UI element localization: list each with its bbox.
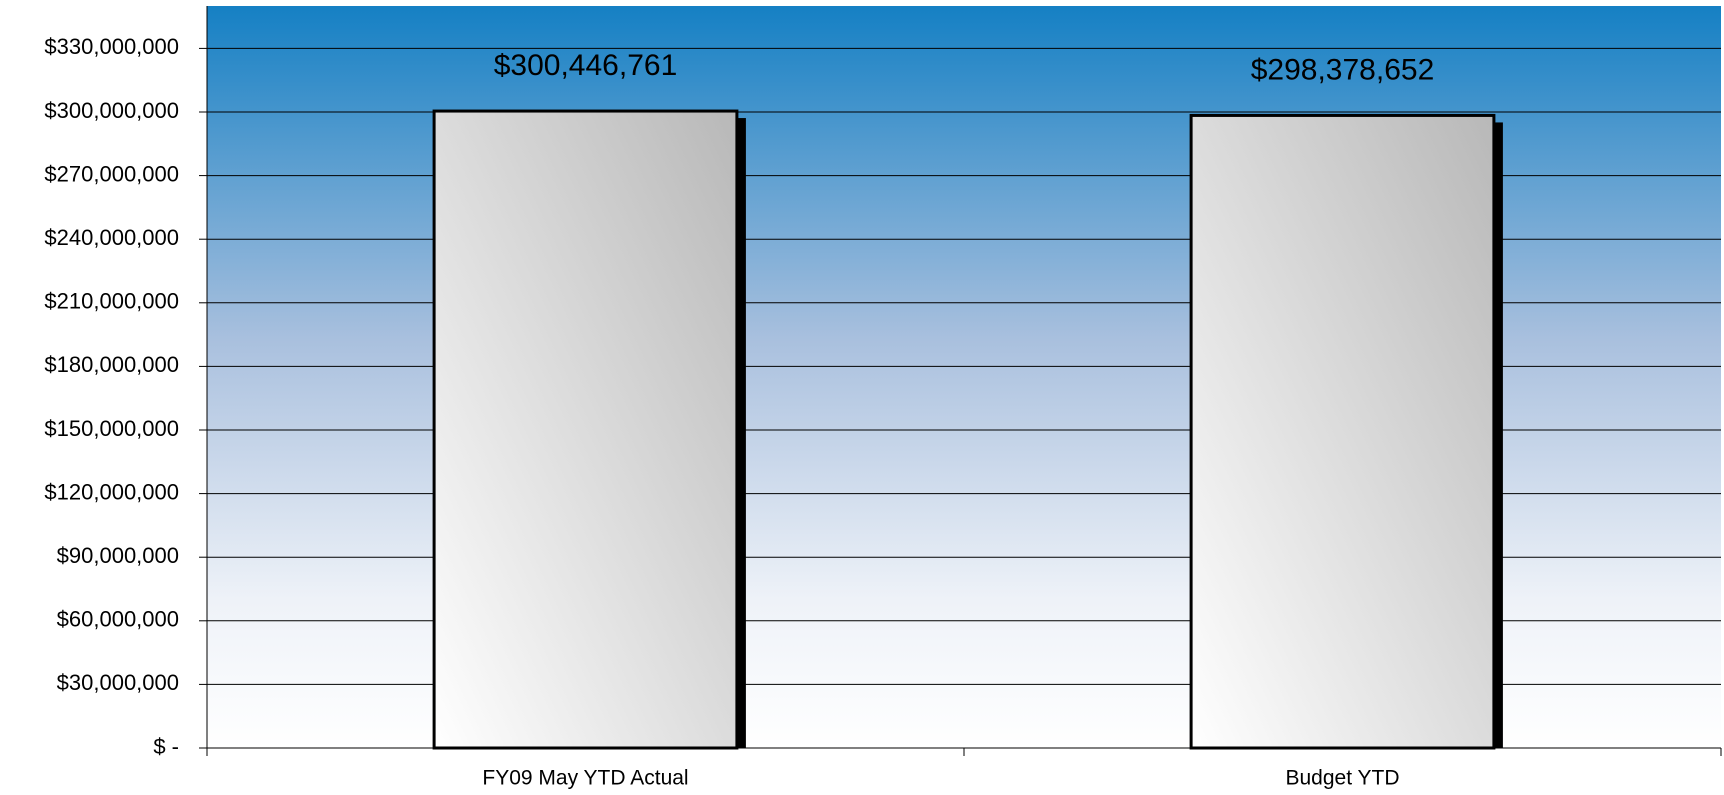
x-tick-label: FY09 May YTD Actual <box>482 767 688 790</box>
y-tick-label: $270,000,000 <box>44 161 179 186</box>
y-tick-label: $90,000,000 <box>57 543 179 568</box>
y-tick-label: $ - <box>153 734 179 759</box>
y-tick-label: $30,000,000 <box>57 670 179 695</box>
y-tick-label: $120,000,000 <box>44 479 179 504</box>
x-tick-label: Budget YTD <box>1285 767 1399 790</box>
bar <box>1189 113 1496 750</box>
value-label: $298,378,652 <box>1251 53 1435 86</box>
y-tick-label: $180,000,000 <box>44 352 179 377</box>
value-label: $300,446,761 <box>494 49 678 82</box>
y-tick-label: $150,000,000 <box>44 416 179 441</box>
y-tick-label: $240,000,000 <box>44 225 179 250</box>
y-tick-label: $210,000,000 <box>44 289 179 314</box>
y-tick-label: $330,000,000 <box>44 34 179 59</box>
y-tick-label: $60,000,000 <box>57 607 179 632</box>
bar <box>432 109 739 750</box>
y-tick-label: $300,000,000 <box>44 98 179 123</box>
